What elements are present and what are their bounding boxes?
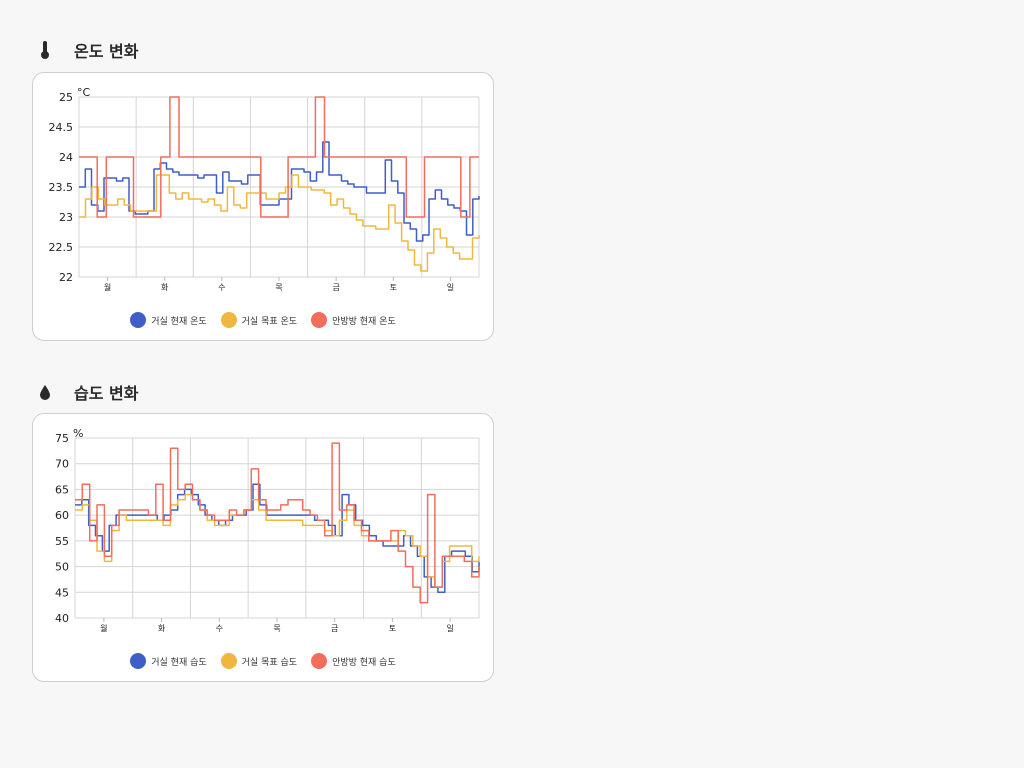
x-tick-label: 수 xyxy=(218,283,225,292)
y-tick-label: 24.5 xyxy=(49,121,74,134)
x-tick-label: 일 xyxy=(446,624,453,633)
temperature-chart-card: 22 22.5 23 23.5 24 24.5 25 월 화 수 목 금 토 일 °C 거실 현재 온도 거… xyxy=(32,72,494,341)
water-drop-icon xyxy=(36,382,54,402)
y-unit-label: °C xyxy=(77,86,91,99)
humidity-chart-card: 40 45 50 55 60 65 70 75 월 화 수 목 금 토 일% 거실 현재 습도 거실 목표 … xyxy=(32,413,494,682)
thermometer-icon xyxy=(36,40,54,60)
x-tick-label: 토 xyxy=(389,624,396,633)
x-tick-label: 금 xyxy=(332,283,339,292)
legend-label: 거실 목표 습도 xyxy=(241,657,298,668)
legend-swatch xyxy=(220,312,237,328)
legend-swatch xyxy=(130,653,147,669)
section-title-humidity: 습도 변화 xyxy=(36,380,138,404)
y-tick-label: 24 xyxy=(59,151,73,164)
series-line-1 xyxy=(79,174,480,272)
y-tick-label: 55 xyxy=(55,535,69,548)
x-tick-label: 월 xyxy=(100,623,107,633)
legend-swatch xyxy=(311,312,328,328)
humidity-chart: 40 45 50 55 60 65 70 75 월 화 수 목 금 토 일% xyxy=(55,427,480,633)
y-tick-label: 22 xyxy=(59,271,73,284)
y-tick-label: 25 xyxy=(59,91,73,104)
series-line-0 xyxy=(75,483,480,594)
series-line-2 xyxy=(75,442,480,604)
legend-label: 거실 현재 습도 xyxy=(151,657,207,668)
y-tick-label: 40 xyxy=(55,612,69,625)
x-tick-label: 목 xyxy=(275,283,282,292)
legend-item-living-current-temp[interactable]: 거실 현재 온도 xyxy=(130,312,207,328)
x-tick-label: 일 xyxy=(447,283,454,292)
legend-item-living-target-temp[interactable]: 거실 목표 온도 xyxy=(220,312,298,328)
legend-swatch xyxy=(130,312,147,328)
y-tick-label: 50 xyxy=(55,561,69,574)
legend-label: 안방방 현재 습도 xyxy=(332,657,396,668)
y-tick-label: 75 xyxy=(55,432,69,445)
x-tick-label: 토 xyxy=(390,283,397,292)
legend-swatch xyxy=(220,653,237,669)
legend-label: 안방방 현재 온도 xyxy=(332,316,396,327)
y-tick-label: 22.5 xyxy=(49,241,74,254)
series-line-2 xyxy=(79,96,479,218)
y-tick-label: 60 xyxy=(55,509,69,522)
legend-item-bedroom-current-temp[interactable]: 안방방 현재 온도 xyxy=(311,312,396,328)
section-title-text: 온도 변화 xyxy=(74,42,139,61)
x-tick-label: 금 xyxy=(331,624,338,633)
temperature-legend: 거실 현재 온도 거실 목표 온도 안방방 현재 온도 xyxy=(33,312,493,328)
x-tick-label: 화 xyxy=(158,624,166,633)
section-title-text: 습도 변화 xyxy=(74,384,139,403)
y-unit-label: % xyxy=(73,427,83,440)
y-tick-label: 23.5 xyxy=(49,181,74,194)
legend-item-living-current-humidity[interactable]: 거실 현재 습도 xyxy=(130,653,207,669)
x-tick-label: 월 xyxy=(104,282,111,292)
y-tick-label: 65 xyxy=(55,483,69,496)
y-tick-label: 23 xyxy=(59,211,73,224)
y-tick-label: 70 xyxy=(55,458,69,471)
x-tick-label: 목 xyxy=(273,624,280,633)
humidity-legend: 거실 현재 습도 거실 목표 습도 안방방 현재 습도 xyxy=(33,653,493,669)
y-tick-label: 45 xyxy=(55,586,69,599)
legend-swatch xyxy=(311,653,328,669)
legend-label: 거실 목표 온도 xyxy=(241,316,298,327)
x-tick-label: 수 xyxy=(216,624,223,633)
legend-item-living-target-humidity[interactable]: 거실 목표 습도 xyxy=(220,653,298,669)
x-tick-label: 화 xyxy=(161,283,169,292)
section-title-temperature: 온도 변화 xyxy=(36,38,138,62)
temperature-chart: 22 22.5 23 23.5 24 24.5 25 월 화 수 목 금 토 일 °C xyxy=(49,86,480,292)
legend-label: 거실 현재 온도 xyxy=(151,316,207,327)
series-line-1 xyxy=(75,493,480,588)
legend-item-bedroom-current-humidity[interactable]: 안방방 현재 습도 xyxy=(311,653,396,669)
